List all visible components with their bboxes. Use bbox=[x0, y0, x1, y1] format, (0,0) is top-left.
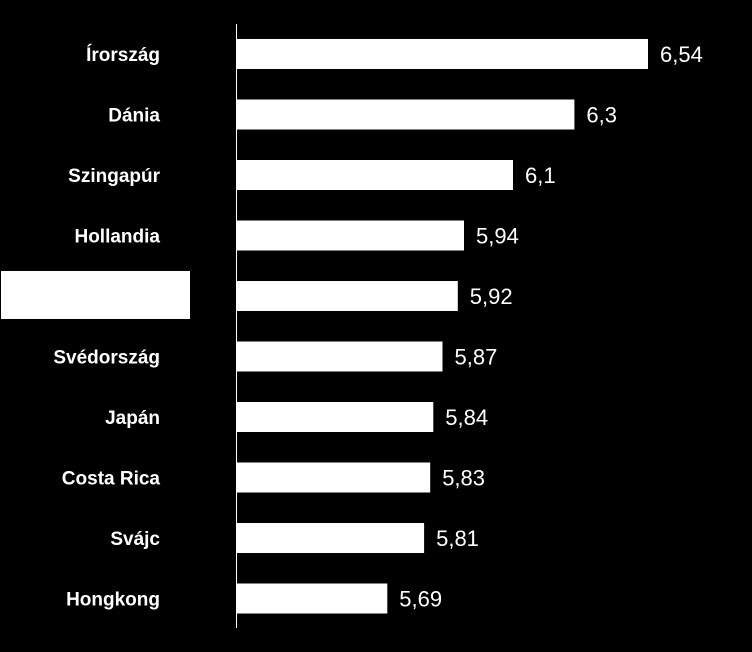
bar bbox=[237, 220, 464, 251]
bar bbox=[237, 160, 513, 190]
labels-layer: 6,54 Írország 6,3 Dánia 6,1 Szingapúr 5,94 Holl… bbox=[1, 42, 703, 612]
bar bbox=[237, 462, 431, 493]
category-label: Írország bbox=[86, 44, 160, 66]
category-label: Japán bbox=[105, 408, 160, 429]
category-label: Svédország bbox=[53, 348, 160, 369]
category-label: Szingapúr bbox=[68, 166, 160, 187]
data-label: 5,87 bbox=[455, 345, 498, 370]
bar bbox=[237, 39, 648, 69]
data-label: 5,83 bbox=[442, 466, 485, 491]
bar bbox=[237, 583, 388, 614]
data-label: 5,69 bbox=[399, 587, 442, 612]
data-label: 5,94 bbox=[476, 224, 519, 249]
data-label: 6,3 bbox=[586, 103, 617, 128]
data-label: 5,81 bbox=[436, 526, 479, 551]
data-label: 5,84 bbox=[445, 405, 488, 430]
category-label: Costa Rica bbox=[62, 469, 161, 490]
bar bbox=[237, 281, 458, 311]
category-label: Hongkong bbox=[66, 590, 160, 611]
category-label: Hollandia bbox=[74, 227, 160, 248]
bar bbox=[237, 523, 425, 553]
bar bbox=[237, 341, 443, 372]
bar bbox=[237, 402, 434, 432]
data-label: 6,1 bbox=[525, 163, 556, 188]
highlighted-category-box bbox=[1, 271, 190, 319]
category-label: Svájc bbox=[110, 529, 160, 550]
data-label: 5,92 bbox=[470, 284, 513, 309]
category-label: Dánia bbox=[108, 106, 160, 127]
bars-layer bbox=[237, 39, 648, 614]
data-label: 6,54 bbox=[660, 42, 703, 67]
bar bbox=[237, 99, 575, 130]
